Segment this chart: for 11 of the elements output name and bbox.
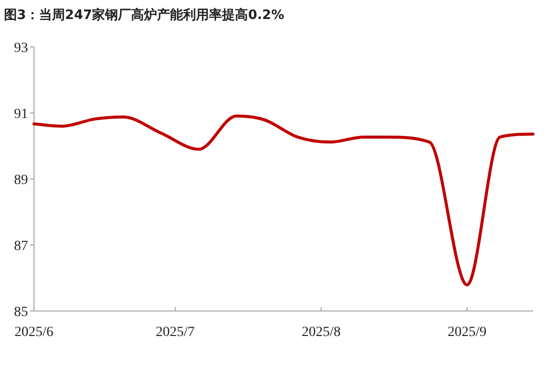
y-tick-label: 91 — [14, 107, 28, 122]
x-tick-label: 2025/9 — [448, 325, 487, 340]
x-tick-label: 2025/8 — [302, 325, 341, 340]
y-tick-label: 85 — [14, 305, 28, 320]
chart-title: 图3：当周247家钢厂高炉产能利用率提高0.2% — [4, 7, 284, 23]
y-tick-label: 87 — [14, 239, 28, 254]
line-series — [32, 114, 534, 286]
y-tick-label: 89 — [14, 173, 28, 188]
y-tick-label: 93 — [14, 41, 28, 56]
x-tick-label: 2025/7 — [156, 325, 195, 340]
x-tick-label: 2025/6 — [14, 325, 54, 340]
